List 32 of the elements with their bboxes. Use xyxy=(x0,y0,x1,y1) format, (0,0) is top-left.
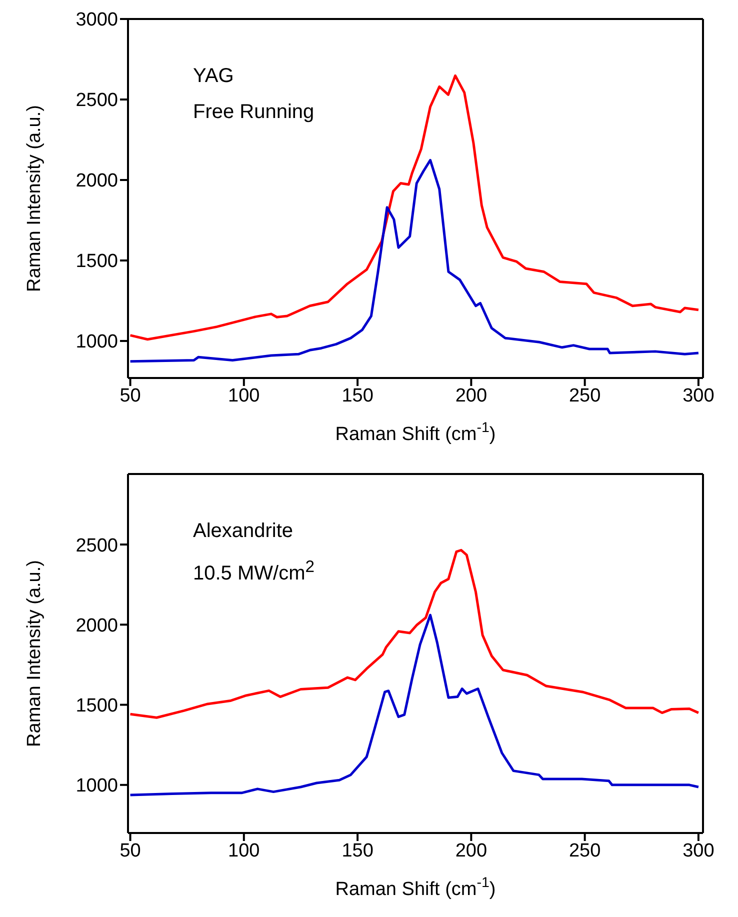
y-tick-label: 2000 xyxy=(76,615,118,636)
line-series xyxy=(129,614,700,796)
x-tick-label: 150 xyxy=(342,840,374,862)
y-tick-label: 1500 xyxy=(76,696,118,717)
y-tick-label: 3000 xyxy=(76,10,118,31)
x-tick-label: 50 xyxy=(120,385,141,406)
x-axis-title: Raman Shift (cm$^{-1}$) xyxy=(335,420,496,445)
annotation: Alexandrite xyxy=(193,519,294,544)
y-tick-label: 1500 xyxy=(76,251,118,272)
x-tick-label: 50 xyxy=(120,840,141,862)
annotation: YAG xyxy=(193,64,235,89)
y-axis-title: Raman Intensity (a.u.) xyxy=(24,105,45,292)
x-tick-label: 100 xyxy=(228,385,260,406)
annotation: 10.5 MW/cm$^{2}$ xyxy=(193,556,315,587)
x-tick-label: 250 xyxy=(568,385,601,406)
x-tick-label: 300 xyxy=(682,840,714,862)
y-tick-label: 2500 xyxy=(76,90,118,112)
x-tick-label: 150 xyxy=(342,385,374,406)
x-tick-label: 300 xyxy=(682,385,714,406)
y-tick-label: 1000 xyxy=(76,776,118,797)
x-tick-label: 200 xyxy=(455,840,488,862)
y-tick-label: 1000 xyxy=(76,332,118,353)
y-axis-title: Raman Intensity (a.u.) xyxy=(24,560,45,747)
annotation: Free Running xyxy=(193,100,314,125)
x-tick-label: 200 xyxy=(455,385,488,406)
line-series xyxy=(129,158,700,363)
x-tick-label: 250 xyxy=(568,840,601,862)
y-tick-label: 2500 xyxy=(76,535,118,556)
x-axis-title: Raman Shift (cm$^{-1}$) xyxy=(335,875,496,900)
x-tick-label: 100 xyxy=(228,840,260,862)
line-series xyxy=(129,548,700,719)
y-tick-label: 2000 xyxy=(76,170,118,192)
